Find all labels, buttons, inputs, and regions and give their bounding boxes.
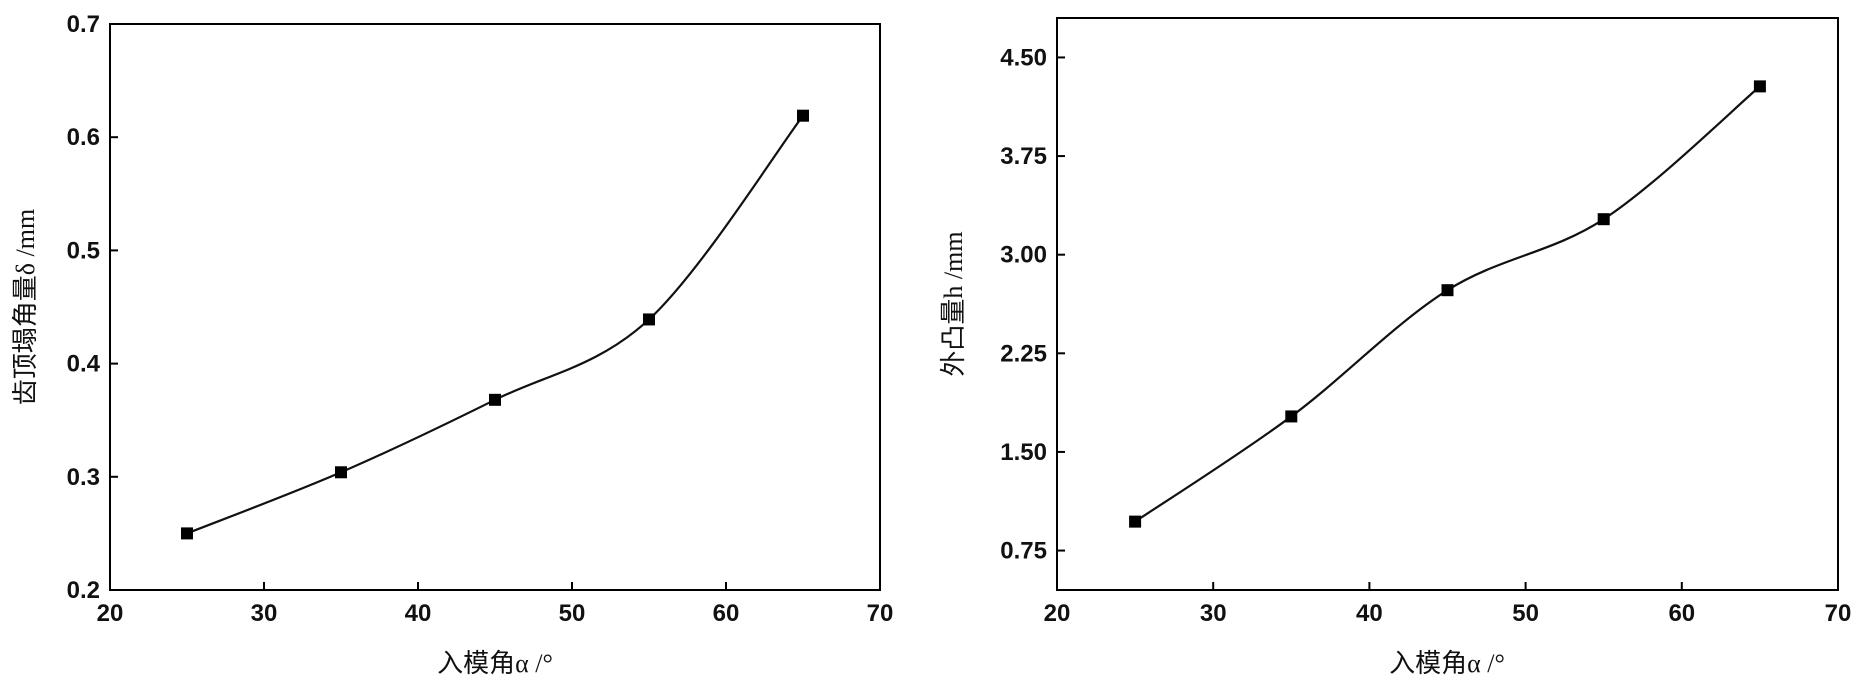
y-tick-group: 0.75 1.50 2.25 3.00 3.75 4.50 — [1000, 44, 1065, 565]
y-tick-label: 0.7 — [67, 11, 100, 38]
y-tick-label: 1.50 — [1000, 439, 1047, 466]
y-tick-label: 0.6 — [67, 124, 100, 151]
x-tick-label: 50 — [559, 600, 586, 627]
data-point — [797, 109, 809, 122]
x-axis-title: 入模角α /° — [1389, 649, 1505, 678]
y-axis-title: 外凸量h /mm — [939, 231, 968, 376]
y-tick-label: 2.25 — [1000, 340, 1047, 367]
data-point — [1129, 515, 1142, 528]
data-point — [643, 313, 655, 326]
data-point — [335, 466, 347, 479]
y-tick-group: 0.2 0.3 0.4 0.5 0.6 0.7 — [67, 11, 118, 604]
x-tick-label: 40 — [1356, 600, 1383, 627]
data-point — [1285, 410, 1298, 423]
data-point — [489, 393, 501, 406]
y-tick-label: 0.4 — [67, 351, 101, 378]
y-tick-label: 3.00 — [1000, 242, 1047, 269]
x-tick-label: 60 — [713, 600, 740, 627]
y-tick-label: 0.75 — [1000, 538, 1047, 565]
x-tick-label: 50 — [1512, 600, 1539, 627]
x-tick-label: 30 — [1200, 600, 1227, 627]
x-tick-label: 30 — [251, 600, 278, 627]
plot-frame — [109, 23, 881, 591]
chart-outer-bulge: 20 30 40 50 60 70 0.75 1.50 2.25 3.00 3.75 4.50 入模… — [939, 17, 1852, 678]
x-tick-label: 20 — [1044, 600, 1071, 627]
x-tick-label: 20 — [97, 600, 124, 627]
x-tick-label: 70 — [1825, 600, 1852, 627]
x-axis-title: 入模角α /° — [437, 649, 553, 678]
data-point — [181, 527, 193, 540]
y-axis-title: 齿顶塌角量δ /mm — [11, 209, 40, 405]
y-tick-label: 0.2 — [67, 577, 100, 604]
y-tick-label: 0.3 — [67, 464, 100, 491]
x-tick-group: 20 30 40 50 60 70 — [97, 582, 894, 627]
data-point — [1441, 284, 1454, 297]
x-tick-label: 60 — [1668, 600, 1695, 627]
x-tick-group: 20 30 40 50 60 70 — [1044, 582, 1852, 627]
y-tick-label: 0.5 — [67, 237, 100, 264]
data-point — [1753, 80, 1766, 93]
fit-curve — [1134, 85, 1761, 523]
y-tick-label: 4.50 — [1000, 44, 1047, 71]
y-tick-label: 3.75 — [1000, 143, 1047, 170]
x-tick-label: 40 — [405, 600, 432, 627]
marker-group — [1129, 80, 1766, 528]
fit-curve — [186, 115, 804, 535]
x-tick-label: 70 — [867, 600, 894, 627]
chart-tooth-tip-collapse: 20 30 40 50 60 70 0.20.30.40.50.60.7 入模角α /° … — [11, 11, 893, 678]
plot-frame — [1056, 17, 1839, 591]
data-point — [1597, 213, 1610, 226]
marker-group — [181, 109, 809, 540]
